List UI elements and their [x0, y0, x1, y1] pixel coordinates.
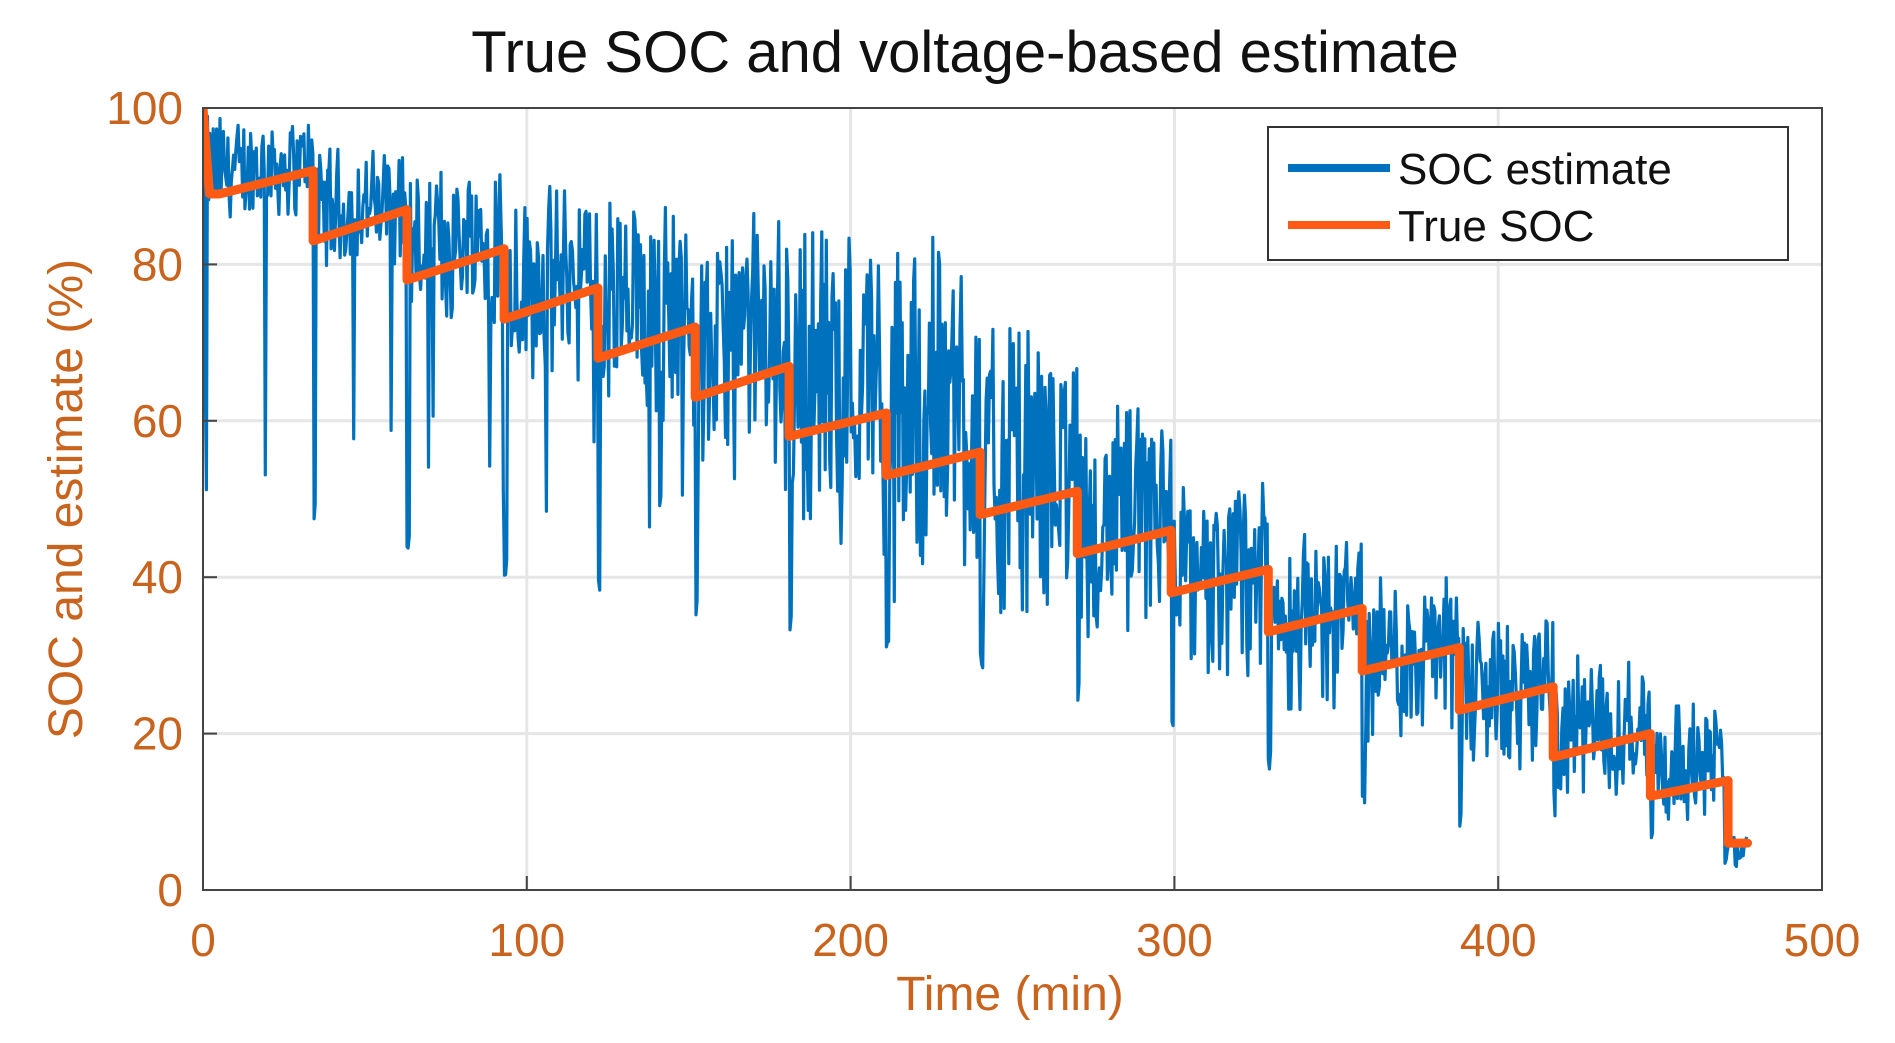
legend-label-soc-estimate: SOC estimate	[1398, 145, 1672, 194]
plot-frame	[202, 107, 1823, 891]
y-tick-label-60: 60	[132, 395, 183, 447]
legend: SOC estimate True SOC	[1267, 126, 1789, 261]
legend-label-true-soc: True SOC	[1398, 202, 1594, 251]
y-tick-label-20: 20	[132, 708, 183, 760]
y-tick-label-40: 40	[132, 551, 183, 603]
legend-box	[1267, 126, 1789, 261]
y-tick-label-0: 0	[157, 864, 183, 916]
chart-title: True SOC and voltage-based estimate	[471, 20, 1459, 85]
x-tick-label-300: 300	[1136, 914, 1213, 966]
y-tick-label-100: 100	[106, 82, 183, 134]
x-tick-label-0: 0	[190, 914, 216, 966]
y-tick-label-80: 80	[132, 238, 183, 290]
series-line-true-soc	[203, 108, 1752, 848]
x-axis-label: Time (min)	[896, 968, 1124, 1021]
y-axis-label: SOC and estimate (%)	[40, 259, 93, 739]
x-tick-label-500: 500	[1784, 914, 1861, 966]
x-tick-label-100: 100	[488, 914, 565, 966]
x-tick-label-400: 400	[1460, 914, 1537, 966]
x-tick-label-200: 200	[812, 914, 889, 966]
